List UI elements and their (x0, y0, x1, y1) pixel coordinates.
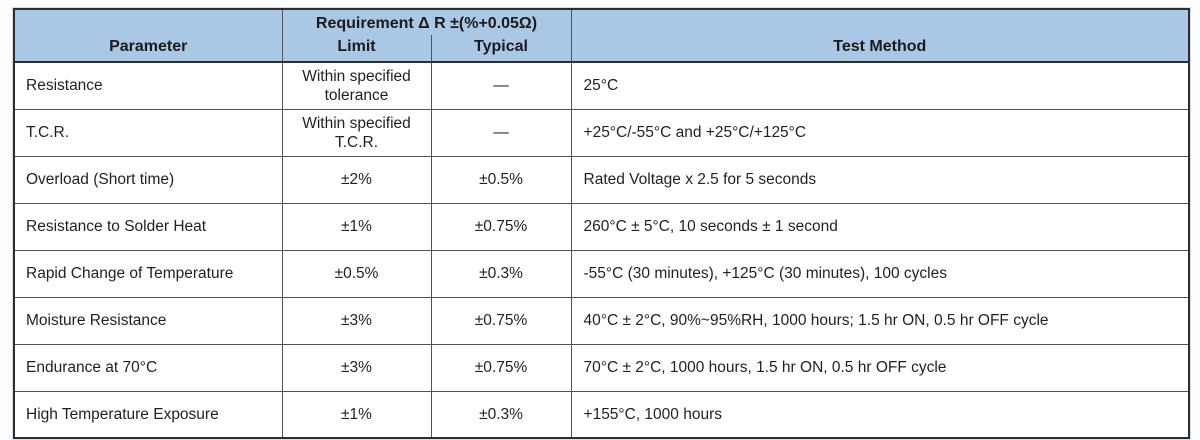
cell-limit: Within specified T.C.R. (281, 108, 432, 157)
cell-typical: — (430, 61, 572, 110)
cell-test-method: 40°C ± 2°C, 90%~95%RH, 1000 hours; 1.5 h… (570, 296, 1190, 345)
cell-typical: ±0.3% (430, 390, 572, 439)
col-header-requirement-group: Requirement Δ R ±(%+0.05Ω) (281, 8, 572, 35)
col-header-typical: Typical (430, 35, 572, 63)
table-row: Moisture Resistance ±3% ±0.75% 40°C ± 2°… (13, 296, 1190, 345)
col-header-parameter: Parameter (13, 8, 283, 63)
cell-parameter: T.C.R. (13, 108, 283, 157)
table-row: High Temperature Exposure ±1% ±0.3% +155… (13, 390, 1190, 439)
cell-limit: Within specified tolerance (281, 61, 432, 110)
cell-test-method: +155°C, 1000 hours (570, 390, 1190, 439)
cell-typical: ±0.5% (430, 155, 572, 204)
header-row-sub: Limit Typical (14, 35, 1189, 63)
cell-limit: ±3% (281, 296, 432, 345)
requirements-table-container: Parameter Requirement Δ R ±(%+0.05Ω) Tes… (13, 8, 1190, 439)
cell-typical: ±0.3% (430, 249, 572, 298)
cell-parameter: High Temperature Exposure (13, 390, 283, 439)
cell-test-method: 260°C ± 5°C, 10 seconds ± 1 second (570, 202, 1190, 251)
table-body: Resistance Within specified tolerance — … (13, 61, 1190, 439)
header-row-group: Parameter Requirement Δ R ±(%+0.05Ω) Tes… (13, 8, 1190, 63)
cell-typical: ±0.75% (430, 202, 572, 251)
cell-parameter: Moisture Resistance (13, 296, 283, 345)
requirements-table: Parameter Requirement Δ R ±(%+0.05Ω) Tes… (13, 8, 1190, 439)
cell-typical: ±0.75% (430, 296, 572, 345)
table-row: T.C.R. Within specified T.C.R. — +25°C/-… (13, 108, 1190, 157)
cell-test-method: +25°C/-55°C and +25°C/+125°C (570, 108, 1190, 157)
table-row: Resistance Within specified tolerance — … (13, 61, 1190, 110)
col-header-test-method: Test Method (570, 8, 1190, 63)
cell-limit: ±2% (281, 155, 432, 204)
cell-test-method: -55°C (30 minutes), +125°C (30 minutes),… (570, 249, 1190, 298)
cell-limit: ±1% (281, 390, 432, 439)
cell-test-method: 25°C (570, 61, 1190, 110)
cell-test-method: Rated Voltage x 2.5 for 5 seconds (570, 155, 1190, 204)
cell-parameter: Resistance (13, 61, 283, 110)
cell-limit: ±3% (281, 343, 432, 392)
table-header: Parameter Requirement Δ R ±(%+0.05Ω) Tes… (13, 8, 1190, 63)
col-header-limit: Limit (281, 35, 432, 63)
cell-parameter: Endurance at 70°C (13, 343, 283, 392)
table-row: Rapid Change of Temperature ±0.5% ±0.3% … (13, 249, 1190, 298)
table-row: Resistance to Solder Heat ±1% ±0.75% 260… (13, 202, 1190, 251)
cell-limit: ±0.5% (281, 249, 432, 298)
cell-limit: ±1% (281, 202, 432, 251)
table-row: Overload (Short time) ±2% ±0.5% Rated Vo… (13, 155, 1190, 204)
cell-parameter: Resistance to Solder Heat (13, 202, 283, 251)
cell-typical: ±0.75% (430, 343, 572, 392)
cell-parameter: Rapid Change of Temperature (13, 249, 283, 298)
table-row: Endurance at 70°C ±3% ±0.75% 70°C ± 2°C,… (13, 343, 1190, 392)
cell-parameter: Overload (Short time) (13, 155, 283, 204)
cell-typical: — (430, 108, 572, 157)
cell-test-method: 70°C ± 2°C, 1000 hours, 1.5 hr ON, 0.5 h… (570, 343, 1190, 392)
